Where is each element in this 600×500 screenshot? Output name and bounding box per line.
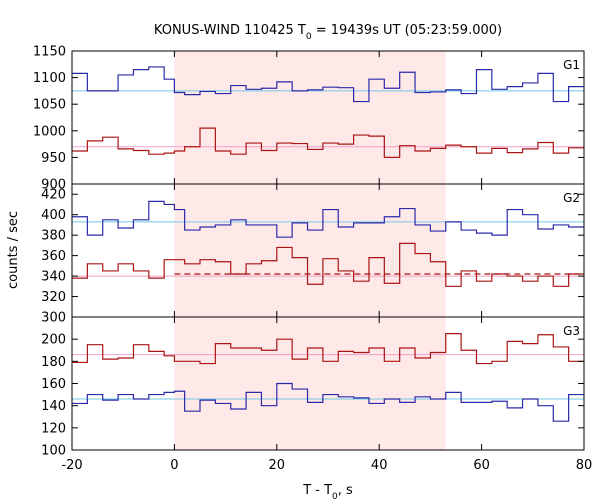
x-tick-label: 20: [269, 458, 286, 473]
y-tick-label: 340: [41, 270, 66, 285]
y-tick-label: 400: [41, 208, 66, 223]
y-tick-label: 1150: [33, 45, 66, 60]
series-g1-red: [72, 127, 584, 158]
x-tick-label: 60: [473, 458, 490, 473]
series-g1-blue: [72, 66, 584, 103]
x-tick-label: 0: [170, 458, 178, 473]
panel-label-g1: G1: [563, 58, 580, 72]
y-tick-label: 420: [41, 188, 66, 203]
y-tick-label: 100: [41, 444, 66, 459]
y-tick-label: 1000: [33, 124, 66, 139]
y-tick-label: 900: [41, 178, 66, 193]
series-g3-blue: [72, 382, 584, 422]
y-tick-label: 320: [41, 290, 66, 305]
y-tick-label: 380: [41, 229, 66, 244]
y-tick-label: 360: [41, 249, 66, 264]
x-tick-label: -20: [61, 458, 82, 473]
y-tick-label: 950: [41, 151, 66, 166]
y-tick-label: 200: [41, 333, 66, 348]
y-tick-label: 140: [41, 399, 66, 414]
chart-title: KONUS-WIND 110425 T0 = 19439s UT (05:23:…: [154, 23, 502, 42]
y-axis-label: counts / sec: [6, 211, 21, 289]
y-tick-label: 160: [41, 377, 66, 392]
y-tick-label: 1100: [33, 71, 66, 86]
panel-label-g2: G2: [563, 191, 580, 205]
series-g3-red: [72, 333, 584, 365]
x-tick-label: 40: [371, 458, 388, 473]
y-tick-label: 120: [41, 421, 66, 436]
y-tick-label: 180: [41, 355, 66, 370]
x-tick-label: 80: [576, 458, 593, 473]
x-axis-label: T - T0, s: [302, 483, 353, 500]
highlight-region: [174, 51, 446, 450]
panel-label-g3: G3: [563, 324, 580, 338]
series-g2-red: [72, 242, 584, 287]
y-tick-label: 300: [41, 311, 66, 326]
y-tick-label: 1050: [33, 98, 66, 113]
series-g2-blue: [72, 200, 584, 238]
